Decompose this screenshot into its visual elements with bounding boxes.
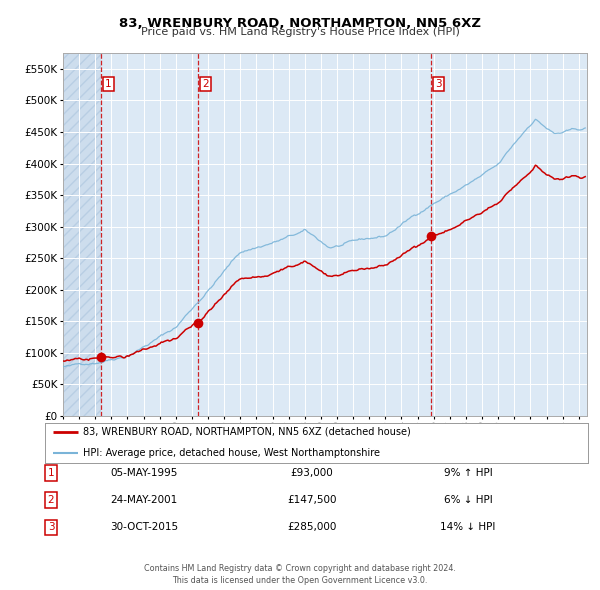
- Text: 24-MAY-2001: 24-MAY-2001: [110, 496, 178, 505]
- Text: £147,500: £147,500: [287, 496, 337, 505]
- Text: Price paid vs. HM Land Registry's House Price Index (HPI): Price paid vs. HM Land Registry's House …: [140, 27, 460, 37]
- Text: £285,000: £285,000: [287, 523, 337, 532]
- Bar: [63, 53, 101, 416]
- Text: HPI: Average price, detached house, West Northamptonshire: HPI: Average price, detached house, West…: [83, 448, 380, 458]
- Text: 05-MAY-1995: 05-MAY-1995: [110, 468, 178, 478]
- Text: 3: 3: [435, 79, 442, 89]
- Text: 30-OCT-2015: 30-OCT-2015: [110, 523, 178, 532]
- Text: 2: 2: [202, 79, 209, 89]
- Text: 14% ↓ HPI: 14% ↓ HPI: [440, 523, 496, 532]
- Text: 83, WRENBURY ROAD, NORTHAMPTON, NN5 6XZ: 83, WRENBURY ROAD, NORTHAMPTON, NN5 6XZ: [119, 17, 481, 30]
- Text: 9% ↑ HPI: 9% ↑ HPI: [443, 468, 493, 478]
- Text: 2: 2: [47, 496, 55, 505]
- Text: Contains HM Land Registry data © Crown copyright and database right 2024.
This d: Contains HM Land Registry data © Crown c…: [144, 565, 456, 585]
- Text: £93,000: £93,000: [290, 468, 334, 478]
- Text: 3: 3: [47, 523, 55, 532]
- Text: 1: 1: [47, 468, 55, 478]
- Text: 1: 1: [105, 79, 112, 89]
- Text: 83, WRENBURY ROAD, NORTHAMPTON, NN5 6XZ (detached house): 83, WRENBURY ROAD, NORTHAMPTON, NN5 6XZ …: [83, 427, 411, 437]
- Text: 6% ↓ HPI: 6% ↓ HPI: [443, 496, 493, 505]
